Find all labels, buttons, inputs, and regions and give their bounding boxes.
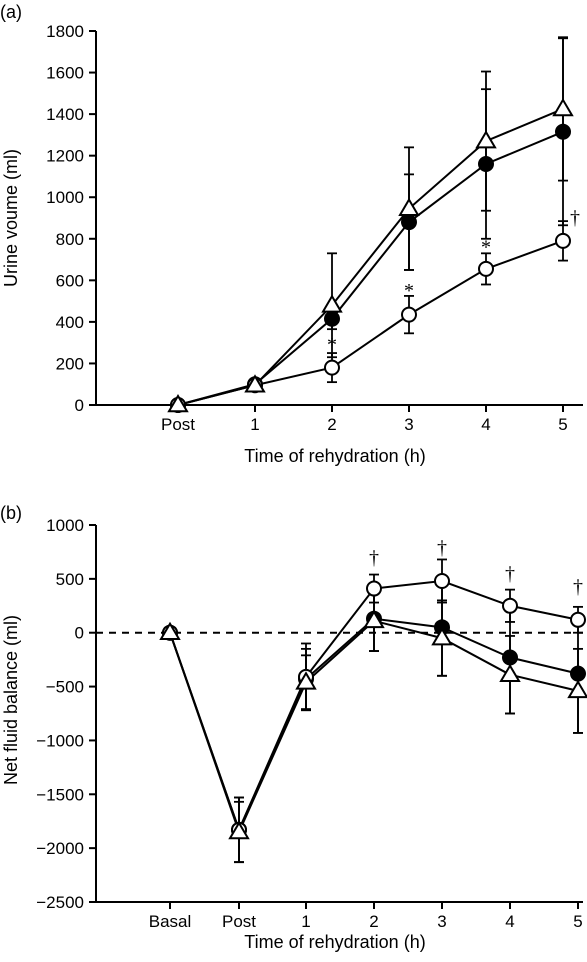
- panel-b-net-fluid-balance: (b) Net fluid balance (ml) Time of rehyd…: [0, 503, 587, 952]
- panel-b-y-tick-label: 0: [75, 624, 84, 643]
- panel-a-open-triangle-point: [475, 130, 497, 149]
- panel-a-significance-mark: *: [404, 280, 414, 302]
- panel-b-open-circle-point: [570, 611, 586, 628]
- panel-b-open-triangle-point: [228, 821, 250, 840]
- panel-a-y-tick-label: 1000: [46, 188, 84, 207]
- panel-b-significance-mark: †: [437, 537, 447, 559]
- panel-a-x-tick-label: 1: [250, 415, 259, 434]
- panel-b-y-tick-label: −500: [46, 678, 84, 697]
- panel-a-open-triangle-point: [244, 374, 266, 393]
- panel-a-x-tick-label: 3: [404, 415, 413, 434]
- panel-b-open-triangle-point: [159, 621, 181, 641]
- panel-b-y-tick-label: −2500: [36, 893, 84, 912]
- panel-b-x-axis-title: Time of rehydration (h): [244, 932, 425, 952]
- panel-a-significance-mark: †: [570, 207, 580, 229]
- panel-b-filled-circle-point: [502, 649, 518, 666]
- panel-b-y-tick-label: −2000: [36, 839, 84, 858]
- panel-b-open-triangle-point: [295, 671, 317, 690]
- panel-b-open-triangle-point: [499, 663, 521, 683]
- panel-a-open-triangle-series-line: [177, 107, 564, 406]
- panel-b-open-triangle-point: [567, 679, 587, 699]
- panel-b-significance-mark: †: [369, 547, 379, 569]
- panel-a-significance-mark: *: [481, 236, 491, 258]
- panel-a-open-triangle-point: [167, 394, 189, 413]
- panel-a-x-tick-label: 5: [558, 415, 567, 434]
- panel-b-x-tick-label: Post: [222, 912, 256, 931]
- panel-b-x-tick-label: 4: [505, 912, 514, 931]
- panel-a-urine-volume: (a) Urine voume (ml) Time of rehydration…: [0, 2, 583, 466]
- panel-a-y-tick-label: 800: [56, 230, 84, 249]
- panel-a-filled-circle-series-line: [177, 130, 564, 406]
- panel-b-x-tick-label: 2: [369, 912, 378, 931]
- panel-a-label: (a): [0, 2, 22, 22]
- panel-b-y-tick-label: −1500: [36, 785, 84, 804]
- panel-b-label: (b): [0, 503, 22, 523]
- panel-b-open-triangle-point: [363, 609, 385, 629]
- panel-a-y-tick-label: 400: [56, 313, 84, 332]
- panel-a-filled-circle-point: [401, 214, 417, 231]
- panel-a-x-tick-label: 2: [327, 415, 336, 434]
- panel-b-y-tick-label: 500: [56, 570, 84, 589]
- panel-a-open-circle-point: [324, 359, 340, 376]
- panel-a-open-circle-point: [478, 260, 494, 277]
- panel-a-x-tick-label: Post: [161, 415, 195, 434]
- panel-b-x-tick-label: 3: [437, 912, 446, 931]
- panel-b-x-tick-label: Basal: [149, 912, 192, 931]
- panel-a-y-tick-label: 200: [56, 354, 84, 373]
- panel-a-open-triangle-point: [552, 97, 574, 117]
- panel-b-y-tick-label: 1000: [46, 516, 84, 535]
- panel-b-x-tick-label: 1: [301, 912, 310, 931]
- panel-a-x-tick-label: 4: [481, 415, 490, 434]
- panel-a-filled-circle-point: [478, 155, 494, 172]
- panel-a-open-circle-series-line: [177, 239, 564, 406]
- panel-b-open-circle-point: [502, 597, 518, 614]
- panel-b-open-triangle-series-line: [169, 619, 579, 835]
- panel-b-y-tick-label: −1000: [36, 731, 84, 750]
- panel-a-filled-circle-point: [324, 310, 340, 327]
- panel-a-x-axis-title: Time of rehydration (h): [244, 446, 425, 466]
- panel-a-open-triangle-point: [321, 294, 343, 313]
- panel-a-y-tick-label: 0: [75, 396, 84, 415]
- panel-b-filled-circle-point: [570, 665, 586, 682]
- panel-a-y-tick-label: 1400: [46, 105, 84, 124]
- panel-b-y-axis-title: Net fluid balance (ml): [1, 615, 21, 785]
- panel-a-y-axis-title: Urine voume (ml): [1, 149, 21, 287]
- panel-a-open-circle-point: [401, 306, 417, 323]
- panel-b-open-circle-point: [434, 573, 450, 590]
- panel-b-open-circle-point: [366, 580, 382, 597]
- panel-a-y-tick-label: 1200: [46, 147, 84, 166]
- panel-a-y-tick-label: 600: [56, 271, 84, 290]
- panel-a-y-tick-label: 1800: [46, 22, 84, 41]
- panel-a-filled-circle-point: [555, 123, 571, 140]
- panel-a-open-circle-point: [555, 232, 571, 249]
- panel-a-significance-mark: *: [327, 334, 337, 356]
- panel-b-x-tick-label: 5: [573, 912, 582, 931]
- panel-b-open-triangle-point: [431, 627, 453, 646]
- panel-b-significance-mark: †: [573, 576, 583, 598]
- panel-a-open-triangle-point: [398, 197, 420, 216]
- panel-a-y-tick-label: 1600: [46, 64, 84, 83]
- panel-b-significance-mark: †: [505, 563, 515, 585]
